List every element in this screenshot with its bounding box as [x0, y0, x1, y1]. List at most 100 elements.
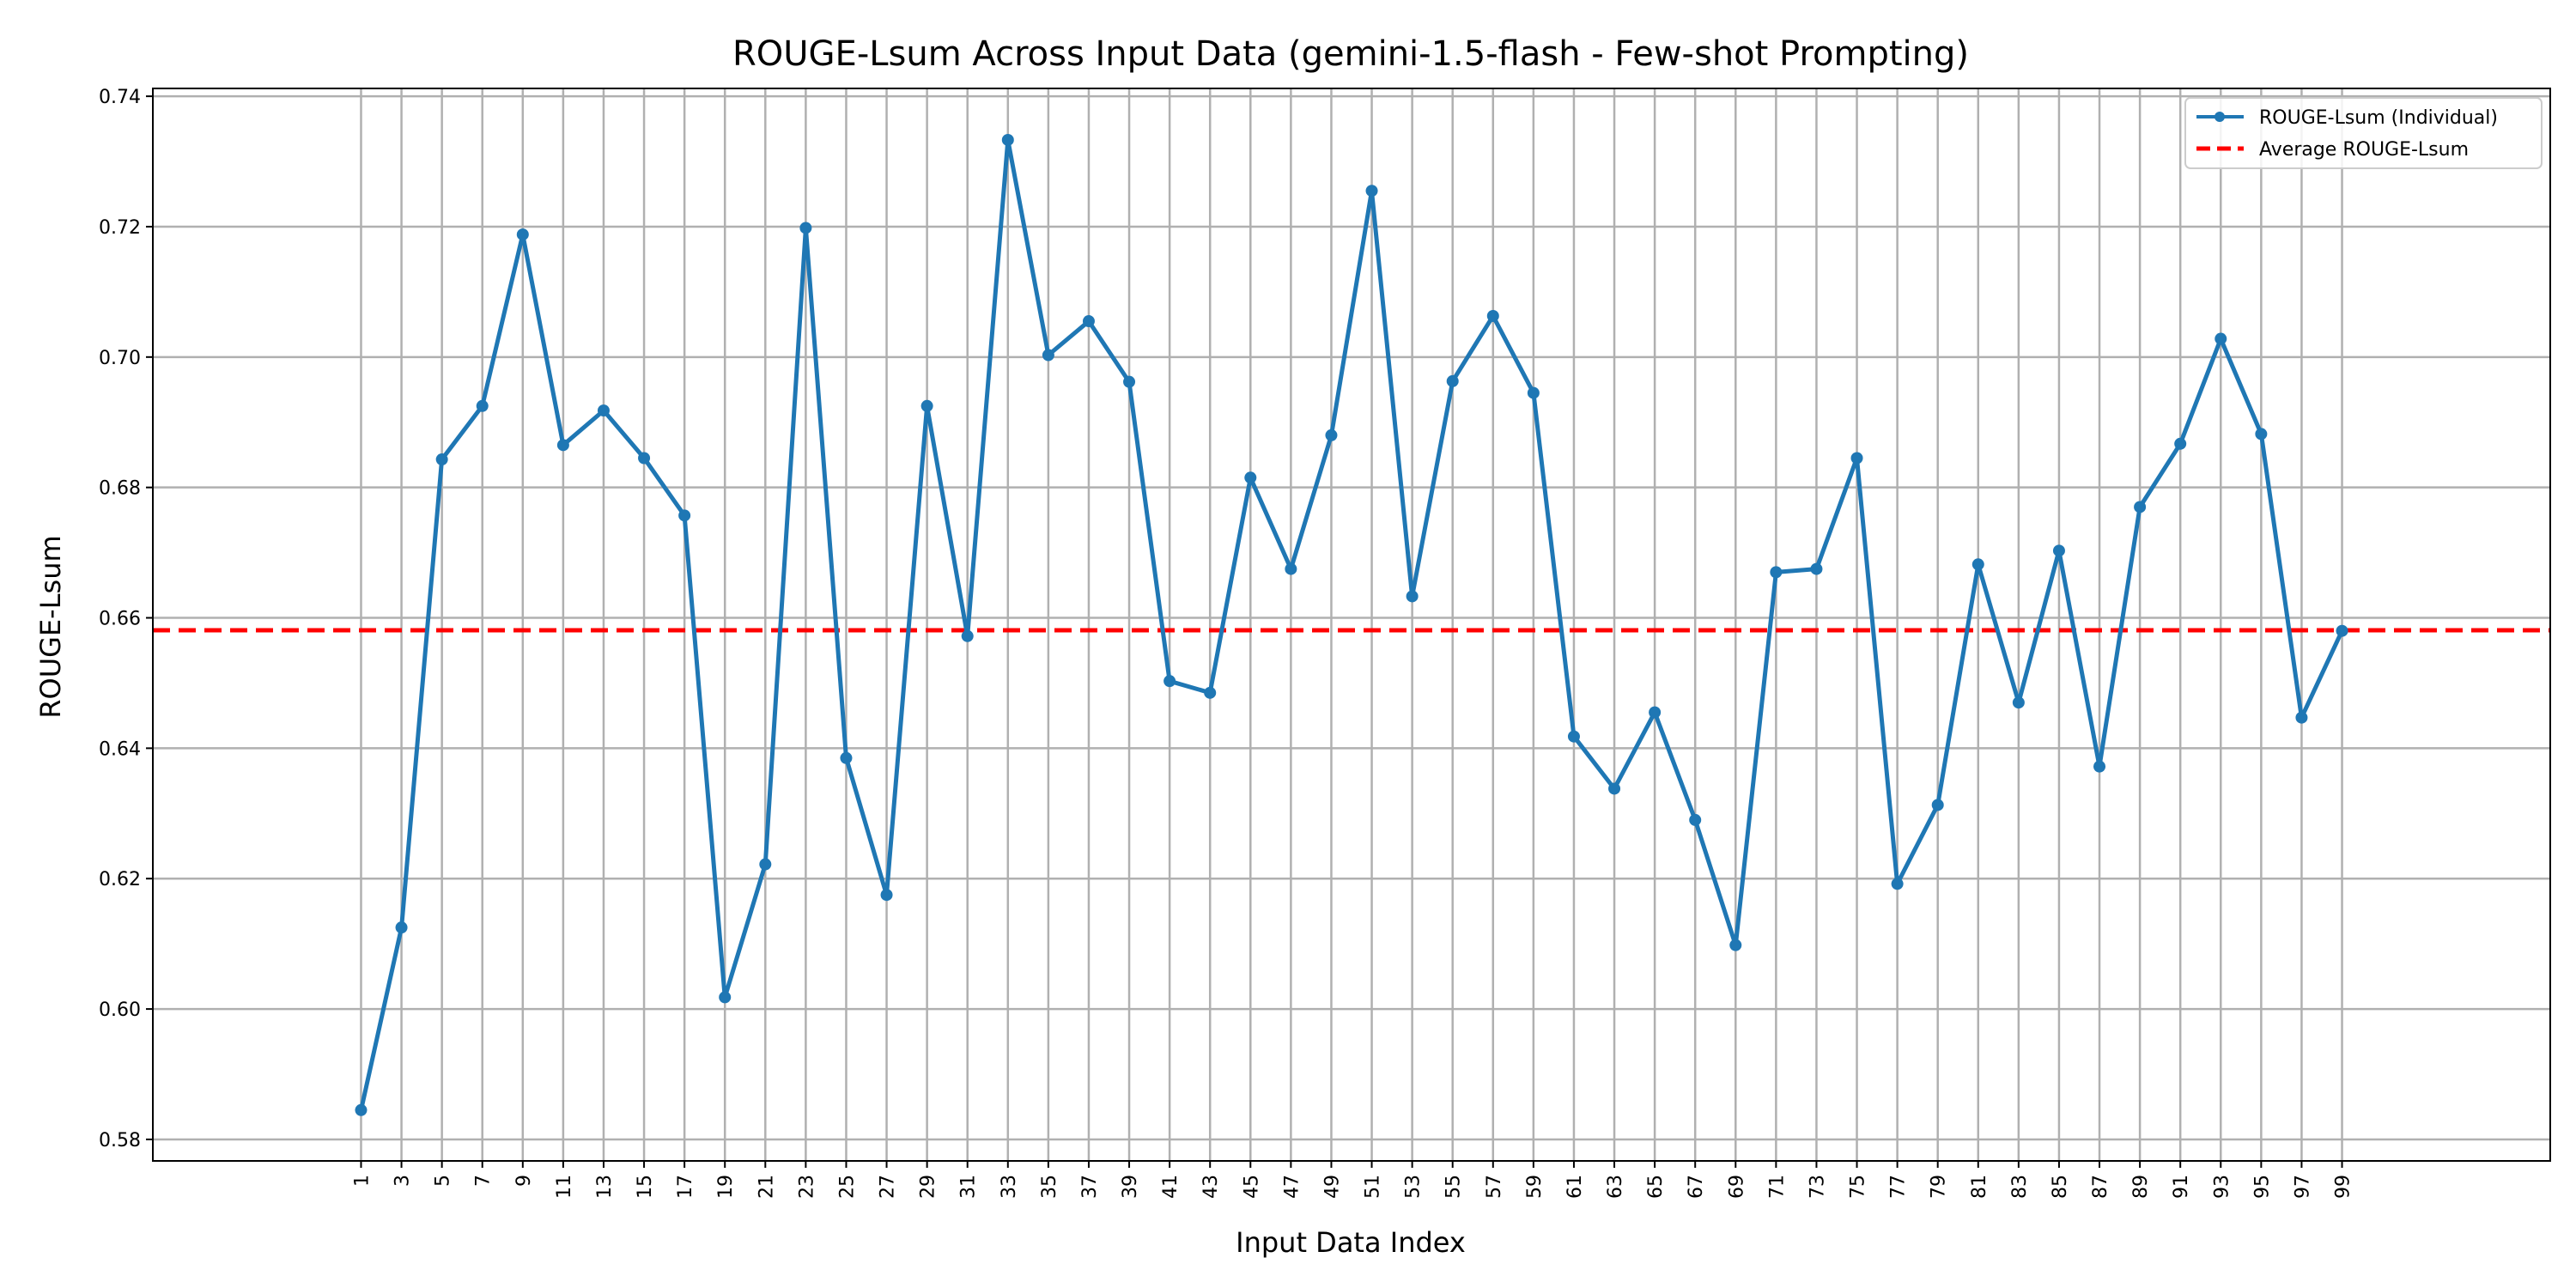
data-point [920, 399, 933, 412]
data-point [2174, 437, 2187, 450]
x-tick-label: 87 [2090, 1175, 2111, 1199]
x-tick-label: 83 [2009, 1175, 2031, 1199]
x-tick-label: 23 [796, 1175, 817, 1199]
x-tick-label: 59 [1524, 1175, 1546, 1199]
x-tick-label: 57 [1484, 1175, 1505, 1199]
x-tick-label: 3 [392, 1175, 414, 1187]
x-tick-label: 61 [1564, 1175, 1586, 1199]
data-point [1810, 562, 1823, 575]
x-tick-label: 7 [473, 1175, 495, 1187]
data-point [597, 404, 610, 417]
data-point [516, 228, 529, 241]
x-tick-label: 25 [836, 1175, 858, 1199]
data-point [1850, 452, 1863, 465]
x-tick-label: 43 [1200, 1175, 1222, 1199]
data-point [1406, 590, 1419, 603]
x-tick-label: 33 [999, 1175, 1020, 1199]
legend-label-individual: ROUGE-Lsum (Individual) [2259, 107, 2498, 129]
plot-area [152, 88, 2551, 1162]
x-tick-label: 85 [2050, 1175, 2071, 1199]
x-tick-label: 15 [635, 1175, 656, 1199]
data-point [840, 751, 853, 764]
data-point [2134, 501, 2147, 513]
y-tick-label: 0.62 [99, 869, 141, 890]
data-point [1204, 686, 1217, 699]
x-tick-label: 11 [554, 1175, 575, 1199]
x-tick-label: 81 [1969, 1175, 1990, 1199]
legend-label-average: Average ROUGE-Lsum [2259, 139, 2469, 161]
x-tick-label: 71 [1766, 1175, 1788, 1199]
y-tick-label: 0.68 [99, 478, 141, 500]
y-tick-label: 0.72 [99, 217, 141, 239]
legend-box [2184, 97, 2543, 169]
data-point [556, 439, 569, 452]
data-point [1931, 799, 1944, 811]
x-tick-label: 75 [1848, 1175, 1869, 1199]
x-tick-label: 41 [1160, 1175, 1182, 1199]
data-point [395, 921, 408, 934]
x-tick-label: 89 [2130, 1175, 2152, 1199]
data-point [2052, 544, 2065, 557]
data-point [678, 509, 691, 522]
legend-marker-individual [2215, 112, 2225, 122]
data-point [1649, 706, 1662, 719]
x-tick-label: 31 [958, 1175, 980, 1199]
y-axis-label: ROUGE-Lsum [34, 535, 67, 718]
x-tick-label: 37 [1079, 1175, 1101, 1199]
data-point [719, 991, 732, 1004]
data-point [355, 1103, 368, 1116]
series-layer [355, 133, 2348, 1116]
y-tick-label: 0.70 [99, 348, 141, 369]
x-axis-label: Input Data Index [1236, 1226, 1466, 1259]
data-point [1527, 386, 1540, 399]
data-point [1608, 782, 1621, 795]
x-tick-label: 65 [1645, 1175, 1667, 1199]
x-tick-label: 91 [2171, 1175, 2192, 1199]
data-point [1446, 374, 1459, 387]
data-point [638, 452, 651, 465]
x-tick-label: 47 [1281, 1175, 1303, 1199]
data-point [1971, 558, 1984, 571]
data-point [2295, 711, 2308, 724]
x-tick-label: 73 [1807, 1175, 1828, 1199]
data-point [759, 858, 772, 871]
legend: ROUGE-Lsum (Individual) Average ROUGE-Ls… [2184, 97, 2543, 169]
data-point [1689, 813, 1702, 826]
data-point [1486, 309, 1499, 322]
y-tick-label: 0.74 [99, 87, 141, 108]
data-point [1729, 939, 1742, 951]
data-point [2012, 696, 2025, 709]
x-tick-label: 49 [1321, 1175, 1343, 1199]
x-tick-label: 53 [1403, 1175, 1425, 1199]
data-point [1325, 428, 1338, 441]
x-tick-label: 97 [2292, 1175, 2313, 1199]
x-tick-label: 51 [1363, 1175, 1384, 1199]
x-tick-label: 35 [1039, 1175, 1060, 1199]
data-point [2336, 624, 2348, 637]
data-point [1001, 133, 1014, 146]
series-line-individual [359, 137, 2344, 1111]
x-tick-label: 5 [433, 1175, 454, 1187]
y-tick-label: 0.60 [99, 999, 141, 1021]
y-axis: 0.58 0.60 0.62 0.64 0.66 0.68 0.70 0.72 0.74 [99, 87, 153, 1151]
data-point [1082, 315, 1095, 328]
x-tick-label: 1 [351, 1175, 373, 1187]
data-point [2255, 428, 2268, 440]
y-tick-label: 0.66 [99, 609, 141, 630]
x-tick-label: 77 [1888, 1175, 1910, 1199]
x-tick-label: 13 [594, 1175, 616, 1199]
x-tick-label: 67 [1686, 1175, 1707, 1199]
x-tick-label: 79 [1929, 1175, 1950, 1199]
x-tick-label: 9 [513, 1175, 535, 1187]
y-tick-label: 0.64 [99, 738, 141, 760]
x-tick-label: 17 [675, 1175, 696, 1199]
data-point [1770, 566, 1783, 579]
x-tick-label: 29 [918, 1175, 939, 1199]
x-tick-label: 27 [878, 1175, 899, 1199]
x-axis: 1 3 5 7 9 11 13 15 17 19 21 23 25 27 29 31 33 35 37 39 41 43 4… [351, 1161, 2354, 1199]
x-tick-label: 39 [1120, 1175, 1141, 1199]
data-point [2215, 332, 2227, 345]
chart-title: ROUGE-Lsum Across Input Data (gemini-1.5… [732, 34, 1969, 74]
data-point [1042, 349, 1054, 361]
